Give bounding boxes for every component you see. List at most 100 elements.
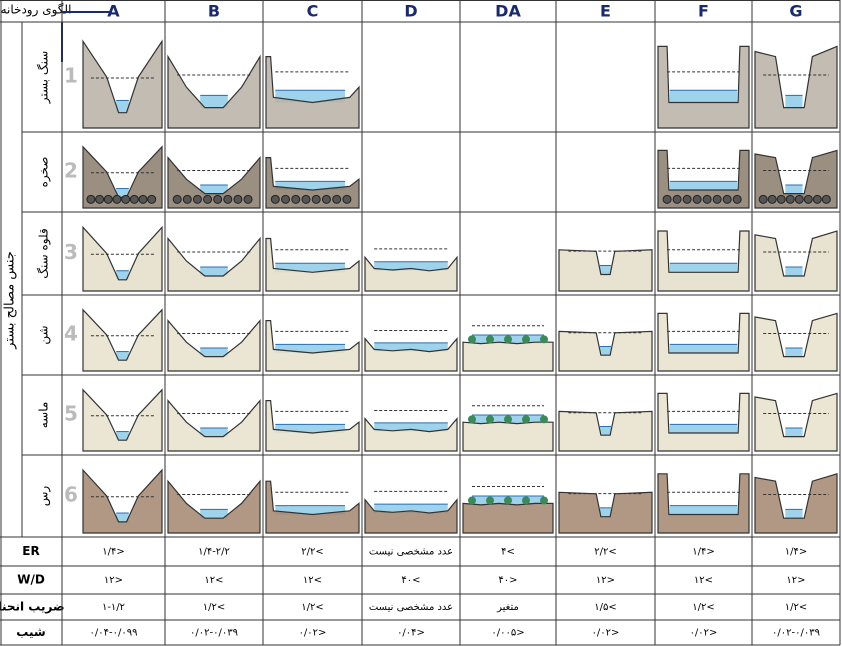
row-name: ماسه: [37, 402, 51, 429]
ground: [167, 318, 261, 372]
vegetation: [504, 496, 512, 505]
ground: [82, 225, 163, 292]
metric-value: <۰/۰۲: [690, 628, 718, 639]
vegetation: [522, 415, 530, 424]
boulder: [192, 194, 202, 204]
row-number: 6: [64, 483, 78, 507]
column-label: DA: [495, 2, 521, 21]
ground: [657, 473, 750, 534]
boulder: [321, 194, 331, 204]
ground: [167, 54, 261, 129]
vegetation: [486, 415, 494, 424]
boulder: [794, 194, 804, 204]
boulder: [147, 194, 157, 204]
boulder: [692, 194, 702, 204]
boulder: [223, 194, 233, 204]
ground: [462, 421, 554, 452]
metric-value: <۱/۴: [785, 547, 808, 558]
vegetation: [522, 496, 530, 505]
metric-value: متغیر: [496, 602, 519, 613]
boulder: [243, 194, 253, 204]
water: [116, 513, 129, 522]
boulder: [702, 194, 712, 204]
vegetation: [468, 496, 476, 505]
ground: [754, 230, 838, 292]
water: [275, 505, 346, 515]
column-label: B: [208, 2, 220, 21]
boulder: [112, 194, 122, 204]
water: [669, 424, 738, 433]
ground: [82, 308, 163, 372]
metric-name: شیب: [16, 625, 45, 639]
row-number: 4: [64, 322, 78, 346]
row-number: 1: [64, 64, 78, 88]
water: [785, 95, 803, 108]
water: [669, 505, 738, 515]
metric-name: ضریب انحنا: [0, 600, 65, 614]
water: [116, 270, 129, 280]
column-label: C: [307, 2, 319, 21]
ground: [657, 312, 750, 372]
vegetation: [540, 415, 548, 424]
water: [200, 267, 228, 276]
boulder: [682, 194, 692, 204]
boulder: [311, 194, 321, 204]
ground: [364, 416, 458, 452]
metric-value: <۱/۴: [102, 547, 125, 558]
metric-value: >۱۲: [303, 575, 322, 586]
water: [374, 422, 448, 432]
water: [669, 263, 738, 273]
ground: [754, 149, 838, 209]
metric-value: <۱/۴: [692, 547, 715, 558]
boulder: [95, 194, 105, 204]
ground: [265, 320, 360, 372]
ground: [657, 392, 750, 452]
row-name: قلوه سنگ: [37, 228, 52, 278]
metric-value: >۴: [501, 547, 515, 558]
metric-value: >۱/۲: [692, 602, 715, 613]
water: [599, 346, 612, 356]
boulder: [138, 194, 148, 204]
metric-value: >۲/۲: [594, 547, 617, 558]
column-label: D: [404, 2, 417, 21]
vegetation: [504, 335, 512, 344]
ground: [754, 392, 838, 452]
ground: [657, 45, 750, 129]
boulder: [662, 194, 672, 204]
water: [785, 347, 803, 357]
boulder: [103, 194, 113, 204]
ground: [167, 236, 261, 292]
column-label: A: [107, 2, 120, 21]
ground: [265, 237, 360, 292]
boulder: [821, 194, 831, 204]
water: [275, 263, 346, 273]
boulder: [342, 194, 352, 204]
vegetation: [468, 335, 476, 344]
water: [785, 184, 803, 194]
boulder: [767, 194, 777, 204]
boulder: [182, 194, 192, 204]
vegetation: [540, 335, 548, 344]
water: [200, 184, 228, 194]
ground: [265, 400, 360, 452]
water: [599, 426, 612, 436]
ground: [82, 39, 163, 129]
metric-value: >۱/۲: [203, 602, 226, 613]
water: [374, 504, 448, 514]
water: [785, 509, 803, 519]
metric-value: ۰/۰۲-۰/۰۳۹: [772, 628, 820, 639]
boulder: [281, 194, 291, 204]
metric-name: W/D: [17, 573, 45, 587]
boulder: [785, 194, 795, 204]
boulder: [803, 194, 813, 204]
row-number: 2: [64, 159, 78, 183]
ground: [462, 341, 554, 372]
water: [200, 95, 228, 108]
column-label: G: [789, 2, 802, 21]
metric-value: ۰/۰۲-۰/۰۳۹: [190, 628, 238, 639]
water: [599, 265, 612, 275]
ground: [462, 502, 554, 534]
water: [275, 424, 346, 433]
vegetation: [504, 415, 512, 424]
